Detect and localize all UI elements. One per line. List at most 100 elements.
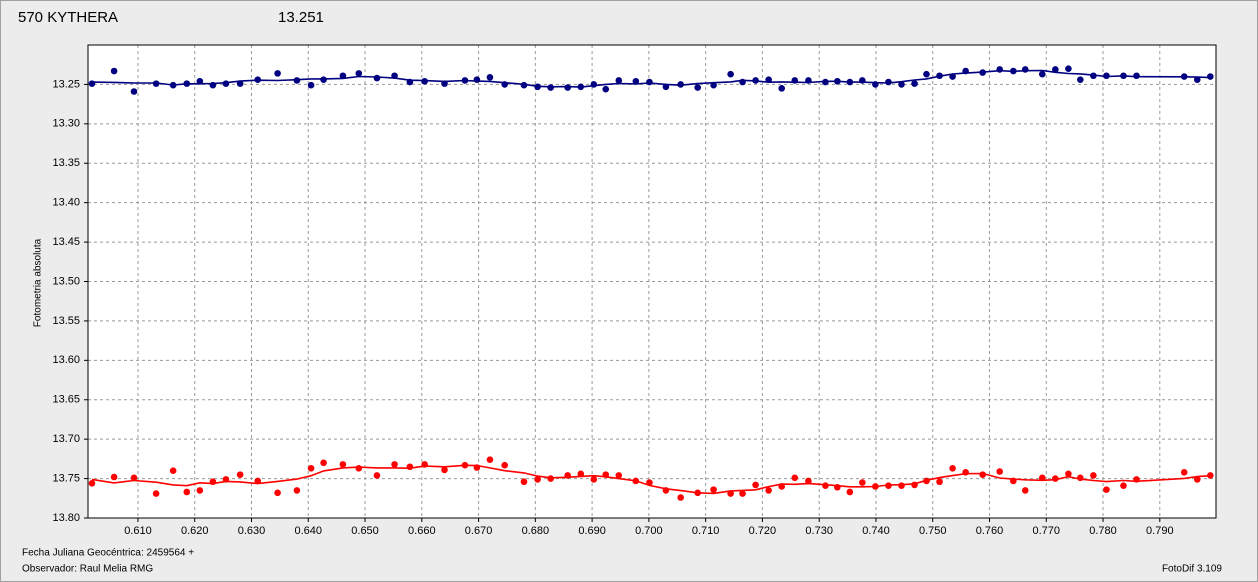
data-point	[130, 88, 138, 95]
x-tick-label: 0.770	[1032, 525, 1060, 537]
data-point	[962, 67, 969, 75]
data-point	[1133, 72, 1140, 80]
y-tick-label: 13.65	[52, 394, 80, 406]
data-point	[1065, 470, 1072, 478]
x-tick-label: 0.670	[465, 525, 493, 537]
data-point	[710, 81, 717, 89]
data-point	[169, 81, 177, 89]
data-point	[473, 76, 481, 83]
data-point	[307, 465, 315, 472]
data-point	[577, 83, 585, 91]
data-point	[694, 489, 701, 497]
data-point	[710, 486, 717, 493]
data-point	[822, 78, 829, 86]
data-point	[677, 494, 684, 501]
data-point	[88, 80, 96, 87]
y-tick-label: 13.55	[52, 315, 80, 327]
y-tick-label: 13.25	[52, 78, 80, 90]
data-point	[996, 468, 1004, 475]
data-point	[778, 483, 786, 490]
data-point	[805, 77, 812, 84]
data-point	[274, 70, 281, 77]
data-point	[441, 80, 448, 87]
data-point	[1120, 72, 1127, 80]
data-point	[1010, 477, 1017, 485]
x-tick-label: 0.640	[294, 525, 322, 537]
data-point	[547, 475, 554, 482]
data-point	[885, 482, 892, 489]
data-point	[1207, 73, 1214, 80]
data-point	[339, 461, 347, 468]
data-point	[846, 488, 854, 496]
data-point	[564, 472, 571, 479]
data-point	[765, 487, 772, 494]
data-point	[88, 480, 96, 487]
y-tick-label: 13.70	[52, 433, 80, 445]
data-point	[590, 81, 598, 88]
data-point	[373, 74, 381, 82]
data-point	[834, 483, 841, 491]
x-tick-label: 0.690	[578, 525, 606, 537]
chart-title: 570 KYTHERA	[18, 9, 118, 26]
data-point	[872, 483, 879, 490]
x-tick-label: 0.740	[862, 525, 890, 537]
x-tick-label: 0.750	[919, 525, 947, 537]
data-point	[320, 459, 327, 467]
plot-layer: 13.25 13.30 13.35 13.40 13.45 13.50 13.55 13.60…	[52, 45, 1216, 537]
x-tick-label: 0.610	[124, 525, 152, 537]
data-point	[632, 477, 640, 485]
data-point	[765, 76, 772, 83]
x-tick-label: 0.720	[749, 525, 777, 537]
data-point	[646, 78, 653, 86]
chart-subtitle: 13.251	[278, 9, 324, 26]
data-point	[791, 77, 799, 84]
data-point	[564, 84, 571, 91]
x-tick-label: 0.630	[238, 525, 266, 537]
data-point	[130, 474, 138, 482]
data-point	[727, 490, 734, 497]
data-point	[1052, 66, 1059, 73]
data-point	[520, 478, 528, 486]
y-axis-label: Fotometria absoluta	[33, 238, 44, 327]
y-tick-label: 13.30	[52, 118, 80, 130]
data-point	[752, 481, 759, 489]
data-point	[1103, 72, 1110, 80]
data-point	[1103, 486, 1110, 493]
data-point	[898, 482, 905, 489]
data-point	[662, 487, 670, 494]
data-point	[1193, 476, 1201, 483]
data-point	[274, 489, 281, 497]
data-point	[441, 466, 448, 474]
y-tick-label: 13.35	[52, 157, 80, 169]
data-point	[1021, 66, 1029, 73]
data-point	[307, 81, 315, 89]
data-point	[501, 81, 508, 88]
data-point	[911, 481, 918, 489]
data-point	[949, 465, 956, 472]
x-tick-label: 0.650	[351, 525, 379, 537]
data-point	[602, 471, 610, 478]
x-tick-label: 0.660	[408, 525, 436, 537]
data-point	[727, 70, 734, 78]
data-point	[949, 73, 956, 80]
data-point	[152, 80, 160, 87]
x-axis-label: Fecha Juliana Geocéntrica: 2459564 +	[22, 548, 194, 559]
data-point	[1010, 67, 1017, 75]
data-point	[547, 84, 554, 91]
data-point	[805, 477, 812, 485]
data-point	[632, 77, 640, 85]
data-point	[677, 81, 684, 88]
data-point	[355, 465, 363, 472]
software: FotoDif 3.109	[1162, 564, 1222, 575]
data-point	[293, 487, 301, 494]
data-point	[936, 72, 943, 80]
y-tick-label: 13.50	[52, 275, 80, 287]
data-point	[339, 72, 347, 80]
plot-border	[87, 44, 1217, 519]
data-point	[1180, 468, 1188, 476]
data-point	[222, 476, 230, 483]
data-point	[222, 80, 230, 87]
data-point	[590, 476, 598, 483]
data-point	[1133, 476, 1140, 483]
